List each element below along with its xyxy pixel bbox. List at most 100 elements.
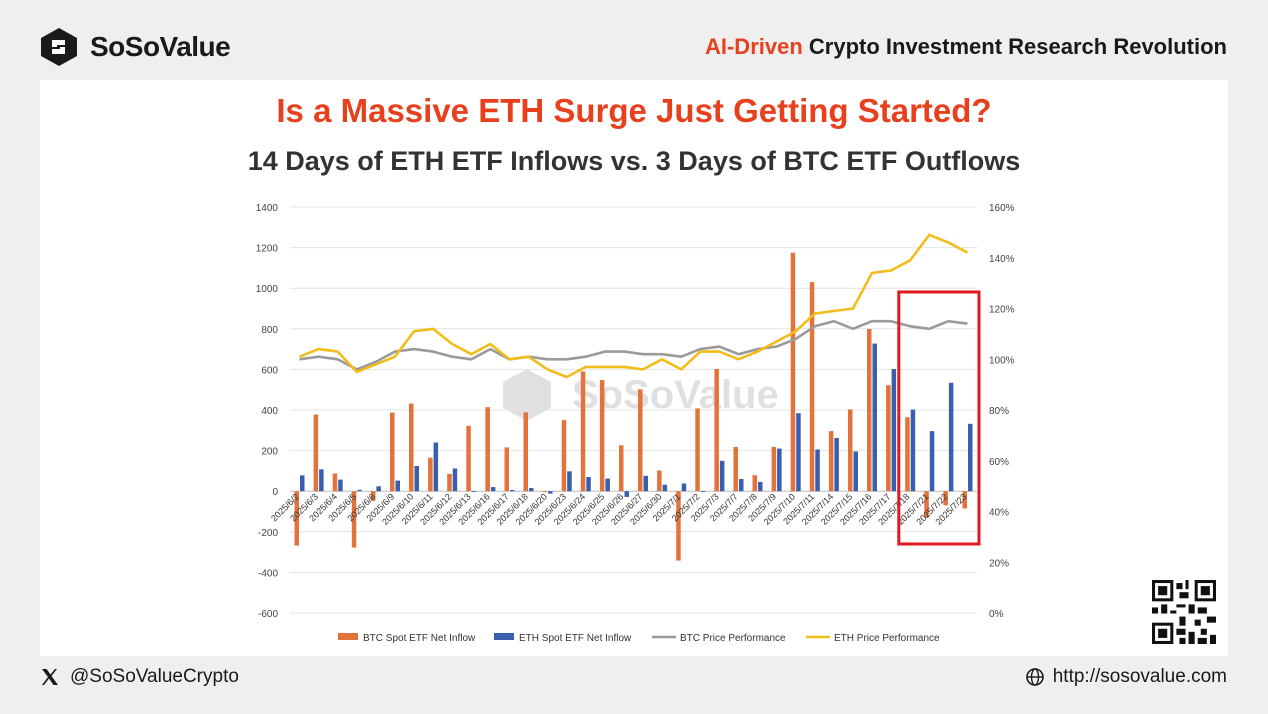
btc-inflow-bar [752, 475, 757, 492]
btc-inflow-bar [599, 380, 605, 492]
x-logo-icon [42, 669, 58, 685]
brand-name: SoSoValue [90, 31, 231, 62]
eth-inflow-bar [758, 481, 763, 492]
legend-btc-inflow-swatch [338, 633, 358, 640]
left-tick-label: -600 [258, 609, 278, 620]
eth-inflow-bar [300, 475, 305, 492]
eth-inflow-bar [834, 438, 839, 492]
right-tick-label: 20% [989, 558, 1009, 569]
eth-inflow-bar [777, 448, 782, 492]
legend-eth-inflow-swatch [494, 633, 514, 640]
btc-inflow-bar [313, 414, 319, 492]
legend-btc-inflow-label: BTC Spot ETF Net Inflow [363, 633, 476, 644]
eth-inflow-bar [948, 382, 954, 492]
legend-btc-price-label: BTC Price Performance [680, 633, 786, 644]
right-tick-label: 80% [989, 406, 1009, 417]
qr-code[interactable] [1152, 580, 1216, 644]
eth-inflow-bar [681, 483, 687, 492]
btc-inflow-bar [848, 409, 853, 492]
website-url: http://sosovalue.com [1052, 666, 1227, 687]
eth-inflow-bar [357, 489, 362, 492]
legend-eth-inflow-label: ETH Spot ETF Net Inflow [519, 633, 632, 644]
eth-inflow-bar [624, 491, 629, 497]
legend-btc-price: BTC Price Performance [652, 633, 786, 644]
eth-inflow-bar [910, 409, 916, 492]
header: SoSoValue AI-Driven Crypto Investment Re… [0, 0, 1268, 80]
btc-inflow-bar [638, 389, 643, 492]
btc-inflow-bar [924, 491, 929, 518]
eth-inflow-bar [567, 471, 572, 492]
legend-eth-price-label: ETH Price Performance [834, 633, 940, 644]
left-tick-label: -400 [258, 568, 278, 579]
legend-eth-inflow: ETH Spot ETF Net Inflow [494, 633, 632, 644]
eth-inflow-bar [929, 431, 935, 492]
btc-inflow-bar [294, 491, 299, 546]
tagline-highlight: AI-Driven [704, 34, 803, 59]
btc-inflow-bar [714, 369, 719, 492]
right-tick-label: 160% [989, 203, 1015, 214]
eth-inflow-bar [662, 484, 668, 492]
btc-inflow-bar [523, 412, 528, 492]
eth-inflow-bar [586, 477, 591, 492]
website-link[interactable]: http://sosovalue.com [1025, 666, 1227, 688]
legend-eth-price: ETH Price Performance [806, 633, 940, 644]
left-tick-label: 1400 [256, 203, 279, 214]
btc-inflow-bar [962, 491, 967, 509]
brand-logo[interactable]: SoSoValue [40, 27, 231, 67]
sosovalue-logo-icon [41, 28, 77, 66]
btc-inflow-bar [790, 252, 796, 492]
btc-inflow-bar [447, 473, 452, 492]
btc-inflow-bar [332, 473, 338, 492]
right-tick-label: 120% [989, 305, 1015, 316]
eth-inflow-bar [700, 491, 706, 492]
eth-inflow-bar [853, 451, 858, 492]
eth-inflow-bar [510, 490, 515, 492]
btc-inflow-bar [351, 491, 357, 548]
btc-inflow-bar [542, 491, 548, 493]
btc-inflow-bar [657, 470, 662, 492]
tagline: AI-Driven Crypto Investment Research Rev… [705, 34, 1227, 60]
btc-inflow-bar [867, 329, 872, 492]
left-tick-label: 400 [261, 406, 278, 417]
eth-inflow-bar [643, 475, 648, 492]
btc-inflow-bar [409, 403, 414, 492]
tagline-rest: Crypto Investment Research Revolution [802, 34, 1227, 59]
btc-price-line [299, 319, 968, 371]
right-tick-label: 40% [989, 508, 1009, 519]
eth-inflow-bar [796, 413, 801, 492]
page-title: Is a Massive ETH Surge Just Getting Star… [276, 92, 992, 129]
btc-inflow-bar [619, 445, 624, 492]
right-tick-label: 100% [989, 355, 1015, 366]
eth-inflow-bar [395, 480, 400, 492]
btc-inflow-bar [676, 491, 681, 561]
btc-inflow-bar [828, 431, 834, 492]
btc-inflow-bar [428, 457, 433, 492]
twitter-handle-link[interactable]: @SoSoValueCrypto [40, 666, 239, 688]
eth-inflow-bar [815, 449, 820, 492]
eth-inflow-bar [319, 469, 324, 492]
btc-inflow-bar [561, 420, 567, 492]
page-subtitle: 14 Days of ETH ETF Inflows vs. 3 Days of… [247, 146, 1021, 176]
btc-inflow-bar [905, 417, 910, 492]
left-tick-label: 600 [261, 365, 278, 376]
btc-inflow-bar [485, 407, 490, 492]
eth-inflow-bar [968, 423, 973, 492]
globe-icon [1025, 668, 1044, 686]
highlight-box [897, 290, 981, 546]
left-tick-label: 200 [261, 447, 278, 458]
legend-btc-inflow: BTC Spot ETF Net Inflow [338, 633, 476, 644]
right-tick-label: 60% [989, 457, 1009, 468]
twitter-handle: @SoSoValueCrypto [70, 666, 239, 687]
btc-inflow-bar [809, 282, 815, 492]
btc-inflow-bar [466, 425, 471, 492]
eth-inflow-bar [414, 466, 419, 492]
eth-price-line [299, 233, 969, 379]
btc-inflow-bar [695, 408, 700, 492]
eth-inflow-bar [376, 486, 381, 492]
right-tick-label: 140% [989, 254, 1015, 265]
right-tick-label: 0% [989, 609, 1004, 620]
eth-inflow-bar [548, 491, 553, 494]
watermark-logo-icon [503, 369, 551, 421]
eth-inflow-bar [891, 369, 897, 492]
